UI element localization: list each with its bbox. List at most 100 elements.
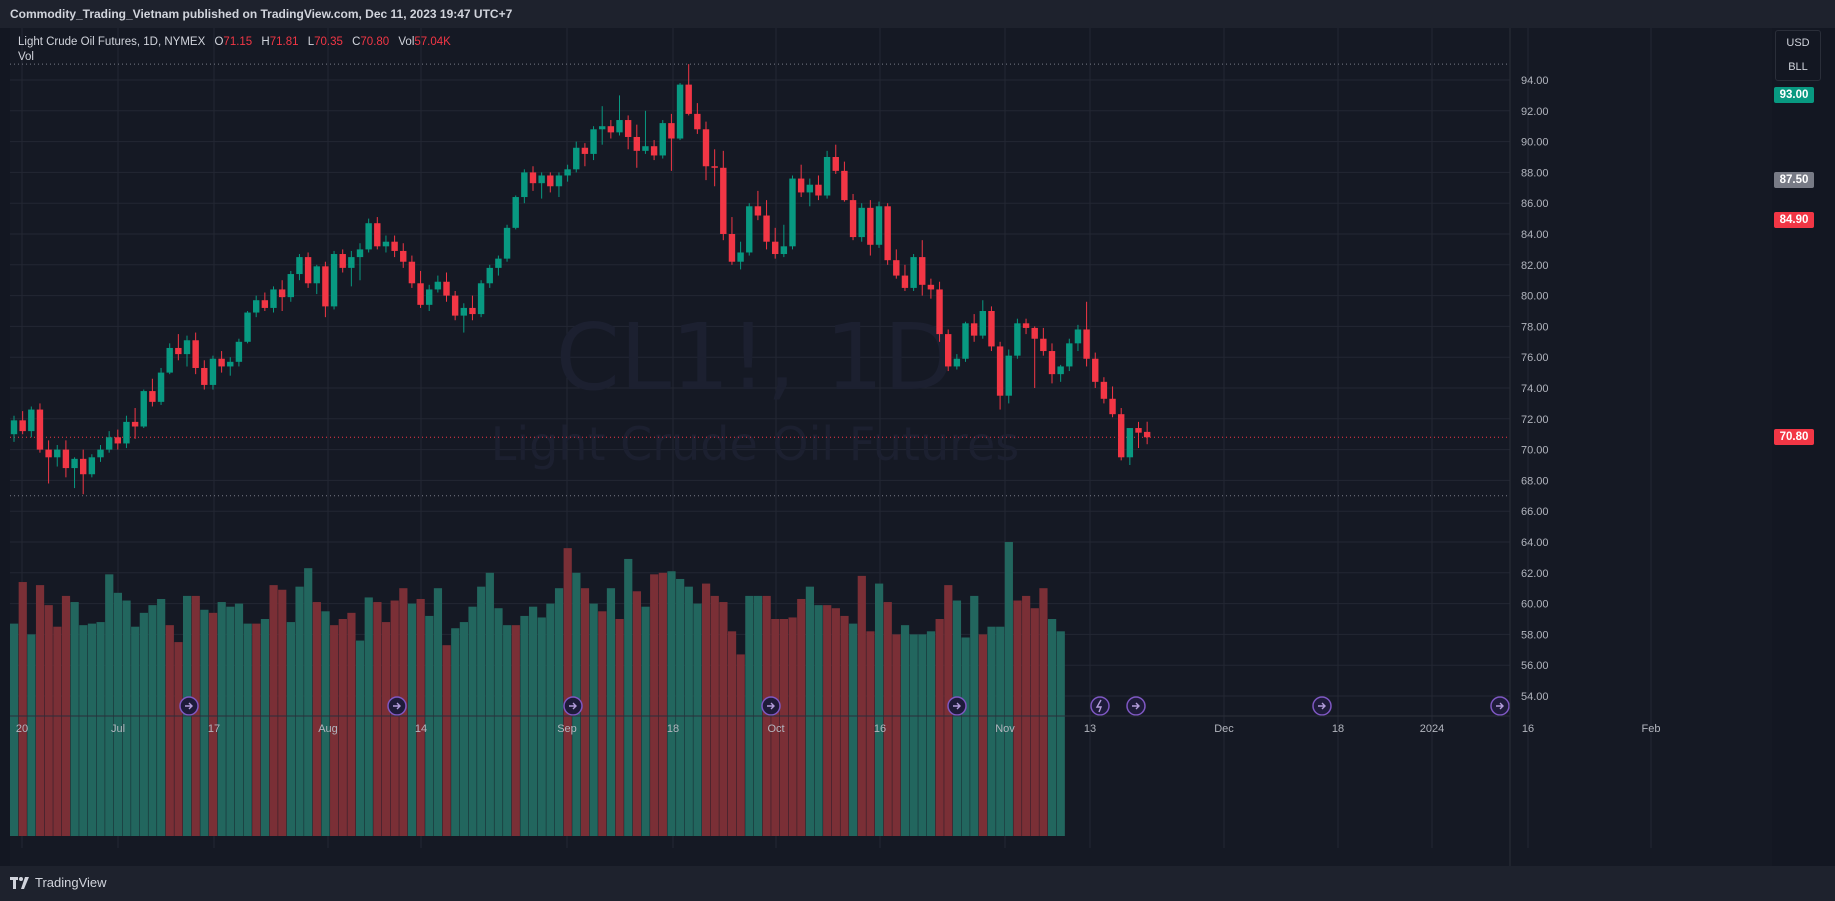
candle[interactable] bbox=[599, 106, 606, 145]
candle[interactable] bbox=[71, 457, 78, 489]
candle[interactable] bbox=[330, 250, 338, 310]
candle[interactable] bbox=[417, 270, 424, 308]
candle[interactable] bbox=[149, 378, 156, 407]
candle[interactable] bbox=[244, 311, 251, 344]
dividend-event-icon[interactable] bbox=[563, 696, 583, 716]
y-axis[interactable]: 54.00 56.00 58.00 60.00 62.00 64.00 66.00 68.00… bbox=[1509, 28, 1549, 866]
candle[interactable] bbox=[1031, 326, 1038, 388]
dividend-event-icon[interactable] bbox=[387, 696, 407, 716]
candle[interactable] bbox=[192, 332, 199, 375]
candle[interactable] bbox=[763, 200, 770, 250]
candle[interactable] bbox=[685, 64, 692, 116]
candle[interactable] bbox=[1014, 318, 1021, 359]
candle[interactable] bbox=[616, 95, 623, 136]
candle[interactable] bbox=[521, 169, 528, 204]
candle[interactable] bbox=[218, 351, 225, 373]
candle[interactable] bbox=[581, 143, 589, 167]
candle[interactable] bbox=[901, 264, 909, 291]
candle[interactable] bbox=[564, 164, 571, 182]
candle[interactable] bbox=[426, 284, 433, 311]
candle[interactable] bbox=[659, 120, 666, 159]
candle[interactable] bbox=[996, 341, 1004, 410]
candle[interactable] bbox=[806, 178, 813, 207]
candle[interactable] bbox=[754, 190, 762, 221]
candle[interactable] bbox=[36, 403, 44, 453]
candle[interactable] bbox=[486, 264, 493, 288]
candle[interactable] bbox=[841, 161, 848, 202]
candle[interactable] bbox=[979, 300, 986, 339]
candle[interactable] bbox=[123, 415, 130, 449]
candle[interactable] bbox=[1118, 408, 1125, 461]
candle[interactable] bbox=[607, 120, 615, 139]
candle[interactable] bbox=[780, 224, 788, 258]
candle[interactable] bbox=[1022, 318, 1030, 335]
candle[interactable] bbox=[849, 193, 857, 241]
dividend-event-icon[interactable] bbox=[1126, 696, 1146, 716]
candle[interactable] bbox=[201, 360, 208, 390]
candle[interactable] bbox=[287, 270, 294, 302]
candle[interactable] bbox=[10, 415, 18, 442]
candle[interactable] bbox=[832, 144, 839, 174]
candle[interactable] bbox=[62, 440, 70, 478]
candle[interactable] bbox=[382, 235, 390, 253]
candle[interactable] bbox=[746, 203, 753, 256]
candle[interactable] bbox=[772, 227, 779, 259]
candle[interactable] bbox=[54, 444, 61, 467]
candle[interactable] bbox=[278, 280, 286, 311]
candle[interactable] bbox=[400, 243, 407, 268]
candle[interactable] bbox=[408, 255, 416, 288]
candle[interactable] bbox=[1135, 421, 1142, 449]
x-axis[interactable]: 20 Jul 17 Aug 14 Sep 18 Oct 16 Nov 13 Dec 18 2024 16 Fe… bbox=[10, 715, 1660, 735]
candle[interactable] bbox=[322, 261, 329, 318]
candle[interactable] bbox=[45, 440, 52, 484]
price-chart[interactable]: CL1!, 1D Light Crude Oil Futures 54.00 56.0… bbox=[10, 28, 1772, 866]
dividend-event-icon[interactable] bbox=[1312, 696, 1332, 716]
candle[interactable] bbox=[451, 290, 459, 321]
candle[interactable] bbox=[875, 201, 883, 248]
candle[interactable] bbox=[1005, 349, 1012, 404]
candle[interactable] bbox=[936, 281, 943, 342]
candle[interactable] bbox=[668, 113, 675, 171]
candle[interactable] bbox=[538, 172, 545, 199]
candle[interactable] bbox=[175, 334, 182, 361]
candle[interactable] bbox=[166, 343, 173, 375]
candle[interactable] bbox=[953, 354, 961, 370]
candle[interactable] bbox=[227, 357, 234, 376]
candle[interactable] bbox=[131, 408, 139, 439]
candle[interactable] bbox=[261, 292, 269, 311]
candle[interactable] bbox=[962, 321, 969, 362]
candle[interactable] bbox=[253, 295, 260, 318]
candle[interactable] bbox=[105, 431, 113, 453]
candle[interactable] bbox=[348, 250, 355, 287]
candle[interactable] bbox=[503, 224, 511, 262]
candle[interactable] bbox=[140, 389, 147, 429]
candle[interactable] bbox=[1143, 421, 1151, 445]
candle[interactable] bbox=[1083, 301, 1090, 367]
candle[interactable] bbox=[970, 314, 978, 342]
candle[interactable] bbox=[296, 254, 303, 281]
candle[interactable] bbox=[867, 200, 874, 256]
candle[interactable] bbox=[988, 306, 995, 352]
tradingview-brand[interactable]: TradingView bbox=[10, 875, 107, 890]
candle[interactable] bbox=[235, 338, 243, 367]
candle[interactable] bbox=[157, 367, 165, 405]
candle[interactable] bbox=[114, 429, 121, 450]
candle[interactable] bbox=[927, 278, 935, 299]
candle[interactable] bbox=[711, 149, 718, 187]
candle[interactable] bbox=[270, 286, 277, 313]
candle[interactable] bbox=[209, 355, 217, 390]
candle[interactable] bbox=[797, 164, 805, 198]
candle[interactable] bbox=[469, 295, 476, 321]
candle[interactable] bbox=[365, 218, 372, 253]
candle[interactable] bbox=[391, 235, 398, 258]
candle[interactable] bbox=[512, 195, 519, 230]
candle[interactable] bbox=[1100, 377, 1108, 404]
candle[interactable] bbox=[573, 141, 580, 173]
candle[interactable] bbox=[356, 243, 364, 281]
candle[interactable] bbox=[910, 254, 917, 291]
candle[interactable] bbox=[815, 175, 822, 201]
lightning-event-icon[interactable] bbox=[1090, 696, 1110, 716]
candle[interactable] bbox=[642, 110, 649, 154]
candle[interactable] bbox=[97, 444, 104, 462]
candle[interactable] bbox=[495, 255, 502, 276]
